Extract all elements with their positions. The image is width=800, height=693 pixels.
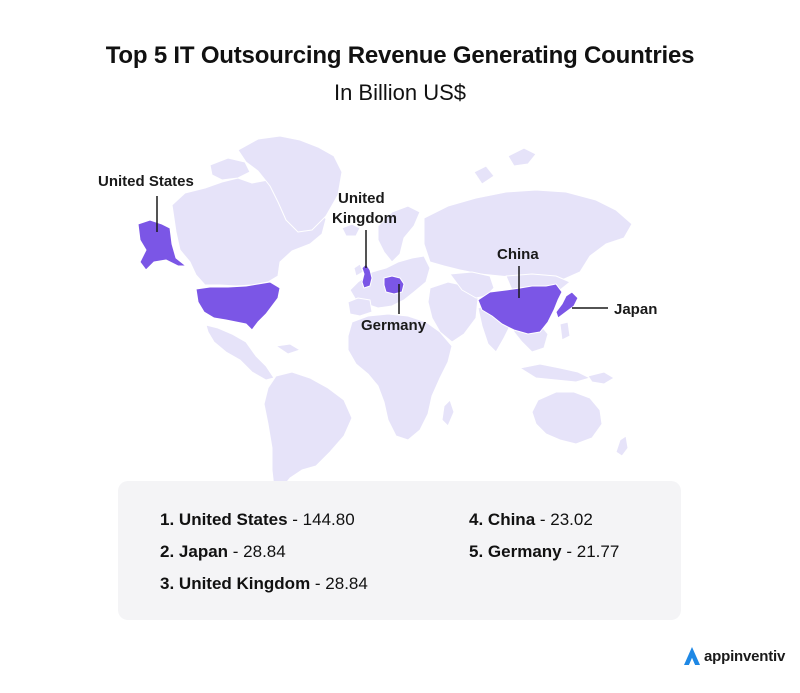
country-china [477,283,563,335]
land-new-guinea [587,371,615,385]
land-caribbean [275,343,301,355]
land-arctic-islands [209,157,251,181]
ranking-country: Japan [178,542,229,561]
land-south-america [263,371,353,489]
land-scandinavia [377,205,421,263]
chart-title: Top 5 IT Outsourcing Revenue Generating … [105,42,695,69]
land-indonesia [519,363,591,383]
country-uk [361,263,373,289]
map-label-japan: Japan [614,301,657,318]
land-africa [347,313,453,441]
land-novaya-zemlya [473,165,495,185]
ranking-value: 21.77 [576,542,620,561]
ranking-item: 3. United Kingdom - 28.84 [160,574,368,593]
logo-text: appinventiv [704,647,786,665]
land-iceland [341,223,361,237]
map-label-germany: Germany [361,317,427,334]
ranking-country: United Kingdom [178,574,311,593]
ranking-value: 23.02 [550,510,593,529]
ranking-item: 5. Germany - 21.77 [469,542,620,561]
ranking-item: 2. Japan - 28.84 [160,542,286,561]
land-philippines [559,321,571,341]
map-label-united-kingdom-line1: United [338,190,385,207]
country-japan [555,291,579,319]
country-alaska [137,219,187,271]
ranking-item: 4. China - 23.02 [469,510,593,529]
land-australia [531,391,603,445]
ranking-panel [118,481,681,620]
appinventiv-logo-icon [684,647,700,665]
land-greenland [237,135,343,233]
ranking-value: 28.84 [243,542,286,561]
country-germany [383,275,405,295]
ranking-country: United States [178,510,288,529]
map-label-united-kingdom-line2: Kingdom [332,210,397,227]
brand-logo: appinventiv [683,643,785,669]
ranking-country: China [487,510,536,529]
ranking-item: 1. United States - 144.80 [160,510,355,529]
country-usa [195,281,281,331]
land-russia [423,189,633,283]
land-ireland [353,263,364,277]
map-label-united-states: United States [98,173,194,190]
ranking-country: Germany [487,542,562,561]
land-iberia [347,297,373,317]
land-east-siberia [507,147,537,167]
land-new-zealand [615,435,629,457]
land-madagascar [441,399,455,427]
ranking-value: 28.84 [325,574,368,593]
map-label-china: China [497,246,539,263]
chart-subtitle: In Billion US$ [333,80,467,105]
ranking-value: 144.80 [302,510,355,529]
land-mexico [205,324,275,381]
